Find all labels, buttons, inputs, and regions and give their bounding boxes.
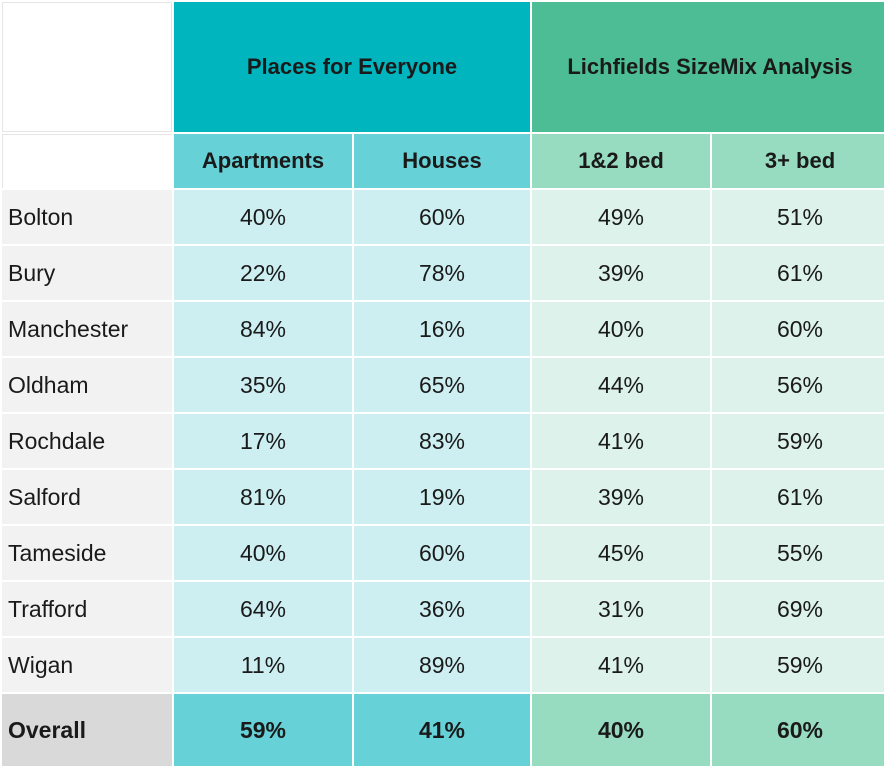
cell-houses: 16% bbox=[354, 302, 530, 356]
overall-3-plus-bed: 60% bbox=[712, 694, 884, 766]
row-label-area: Bury bbox=[2, 246, 172, 300]
overall-row-label: Overall bbox=[2, 694, 172, 766]
cell-houses: 78% bbox=[354, 246, 530, 300]
cell-apartments: 64% bbox=[174, 582, 352, 636]
column-header-1-2-bed: 1&2 bed bbox=[532, 134, 710, 188]
row-label-area: Bolton bbox=[2, 190, 172, 244]
cell-apartments: 35% bbox=[174, 358, 352, 412]
cell-1-2-bed: 41% bbox=[532, 414, 710, 468]
cell-apartments: 84% bbox=[174, 302, 352, 356]
overall-1-2-bed: 40% bbox=[532, 694, 710, 766]
group-header-places-for-everyone: Places for Everyone bbox=[174, 2, 530, 132]
column-header-3-plus-bed: 3+ bed bbox=[712, 134, 884, 188]
cell-houses: 60% bbox=[354, 526, 530, 580]
row-label-area: Manchester bbox=[2, 302, 172, 356]
cell-3-plus-bed: 69% bbox=[712, 582, 884, 636]
row-label-area: Oldham bbox=[2, 358, 172, 412]
cell-3-plus-bed: 61% bbox=[712, 470, 884, 524]
cell-apartments: 81% bbox=[174, 470, 352, 524]
column-header-apartments: Apartments bbox=[174, 134, 352, 188]
cell-apartments: 40% bbox=[174, 190, 352, 244]
cell-apartments: 40% bbox=[174, 526, 352, 580]
row-label-area: Tameside bbox=[2, 526, 172, 580]
overall-apartments: 59% bbox=[174, 694, 352, 766]
cell-houses: 89% bbox=[354, 638, 530, 692]
cell-houses: 65% bbox=[354, 358, 530, 412]
column-header-houses: Houses bbox=[354, 134, 530, 188]
cell-1-2-bed: 39% bbox=[532, 470, 710, 524]
corner-blank-cell bbox=[2, 2, 172, 132]
cell-3-plus-bed: 61% bbox=[712, 246, 884, 300]
cell-3-plus-bed: 59% bbox=[712, 638, 884, 692]
cell-1-2-bed: 41% bbox=[532, 638, 710, 692]
cell-apartments: 17% bbox=[174, 414, 352, 468]
row-label-area: Salford bbox=[2, 470, 172, 524]
row-label-area: Trafford bbox=[2, 582, 172, 636]
cell-3-plus-bed: 55% bbox=[712, 526, 884, 580]
subheader-blank-cell bbox=[2, 134, 172, 188]
row-label-area: Rochdale bbox=[2, 414, 172, 468]
cell-houses: 83% bbox=[354, 414, 530, 468]
cell-houses: 36% bbox=[354, 582, 530, 636]
cell-1-2-bed: 40% bbox=[532, 302, 710, 356]
group-header-lichfields-sizemix: Lichfields SizeMix Analysis bbox=[532, 2, 884, 132]
cell-1-2-bed: 44% bbox=[532, 358, 710, 412]
cell-houses: 60% bbox=[354, 190, 530, 244]
cell-houses: 19% bbox=[354, 470, 530, 524]
cell-1-2-bed: 39% bbox=[532, 246, 710, 300]
cell-3-plus-bed: 51% bbox=[712, 190, 884, 244]
cell-1-2-bed: 45% bbox=[532, 526, 710, 580]
row-label-area: Wigan bbox=[2, 638, 172, 692]
cell-3-plus-bed: 59% bbox=[712, 414, 884, 468]
cell-apartments: 22% bbox=[174, 246, 352, 300]
cell-1-2-bed: 31% bbox=[532, 582, 710, 636]
overall-houses: 41% bbox=[354, 694, 530, 766]
cell-3-plus-bed: 60% bbox=[712, 302, 884, 356]
cell-1-2-bed: 49% bbox=[532, 190, 710, 244]
cell-apartments: 11% bbox=[174, 638, 352, 692]
cell-3-plus-bed: 56% bbox=[712, 358, 884, 412]
